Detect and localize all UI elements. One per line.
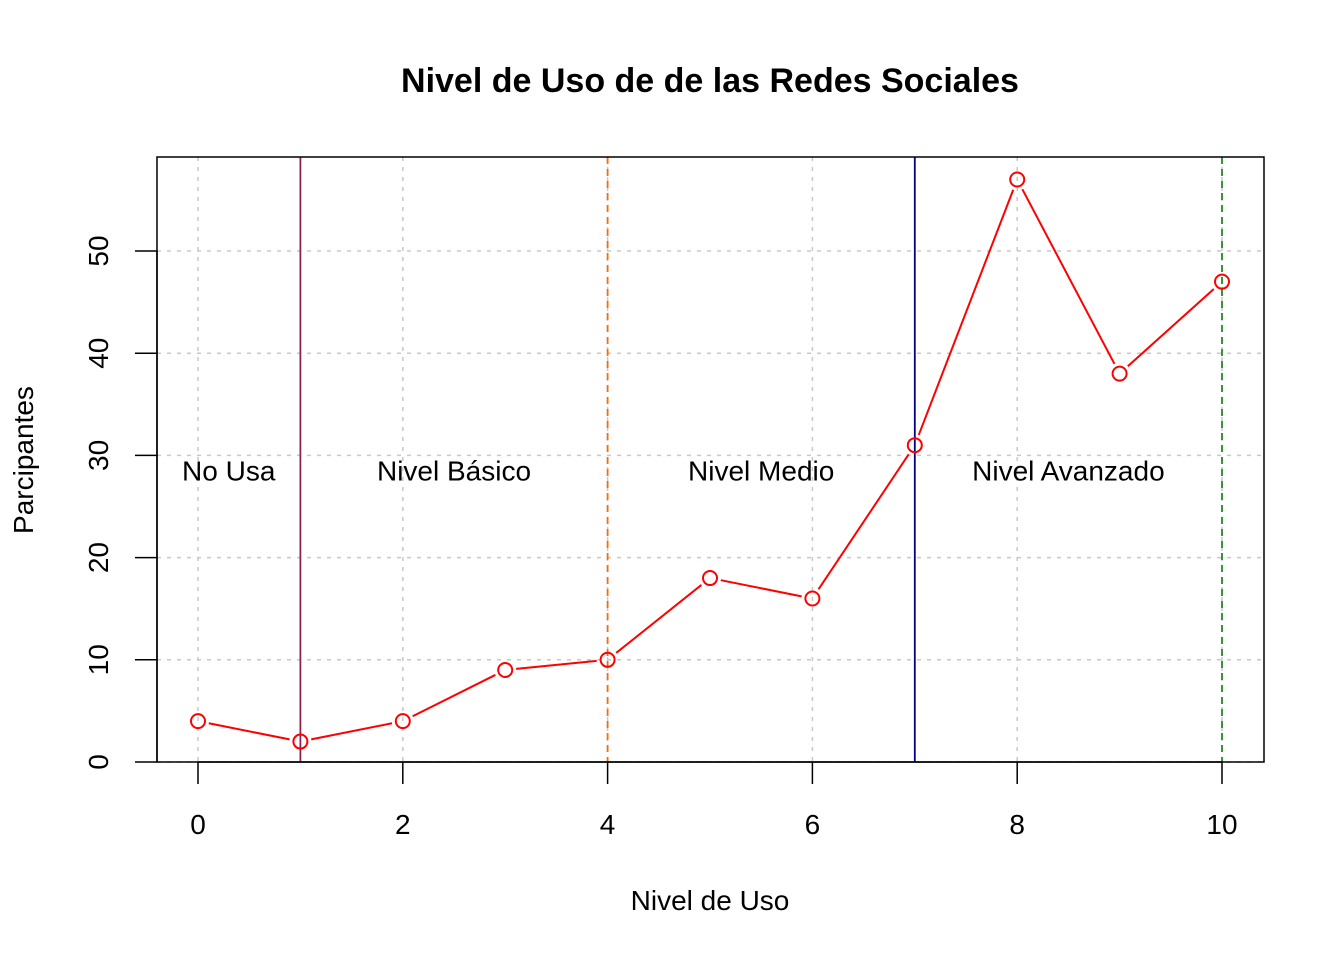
x-tick-label-3: 6: [805, 809, 821, 840]
series-segment-6: [817, 453, 910, 590]
annotations: No Usa Nivel Básico Nivel Medio Nivel Avanz…: [182, 456, 1165, 487]
series-segment-2: [412, 674, 496, 718]
region-label-2: Nivel Medio: [688, 456, 834, 487]
data-point-0: [190, 713, 206, 730]
series-segment-7: [917, 189, 1015, 436]
y-axis-label: Parcipantes: [8, 386, 39, 534]
x-tick-label-0: 0: [190, 809, 206, 840]
chart-title: Nivel de Uso de de las Redes Sociales: [401, 62, 1019, 100]
series-segment-9: [1127, 288, 1215, 368]
data-point-5: [702, 570, 718, 587]
series: [190, 171, 1230, 750]
y-tick-label-3: 30: [83, 440, 114, 471]
data-point-2: [394, 713, 411, 730]
reference-lines: [299, 157, 1223, 762]
series-segment-1: [310, 722, 393, 741]
x-tick-label-4: 8: [1009, 809, 1025, 840]
region-label-1: Nivel Básico: [377, 456, 531, 487]
x-tick-label-5: 10: [1206, 809, 1237, 840]
series-segment-5: [720, 579, 802, 598]
data-point-7: [906, 437, 923, 454]
series-segment-4: [615, 584, 703, 654]
y-tick-label-0: 0: [83, 754, 114, 770]
data-point-4: [599, 651, 616, 668]
y-tick-label-2: 20: [83, 542, 114, 573]
data-point-10: [1214, 273, 1230, 290]
series-segment-0: [208, 722, 290, 741]
y-axis: 0 10 20 30 40 50: [83, 235, 158, 770]
y-tick-label-4: 40: [83, 338, 114, 369]
region-label-0: No Usa: [182, 456, 276, 487]
y-tick-label-5: 50: [83, 235, 114, 266]
y-tick-label-1: 10: [83, 644, 114, 675]
data-point-1: [292, 733, 309, 750]
data-point-8: [1009, 171, 1026, 188]
series-segment-3: [516, 659, 597, 670]
series-segment-8: [1021, 188, 1116, 365]
data-point-9: [1111, 365, 1128, 382]
x-tick-label-2: 4: [600, 809, 616, 840]
x-tick-label-1: 2: [395, 809, 411, 840]
region-label-3: Nivel Avanzado: [972, 456, 1165, 487]
x-axis: 0 2 4 6 8 10: [190, 761, 1238, 840]
x-axis-label: Nivel de Uso: [631, 885, 790, 916]
data-point-3: [497, 662, 514, 679]
data-point-6: [804, 590, 821, 607]
